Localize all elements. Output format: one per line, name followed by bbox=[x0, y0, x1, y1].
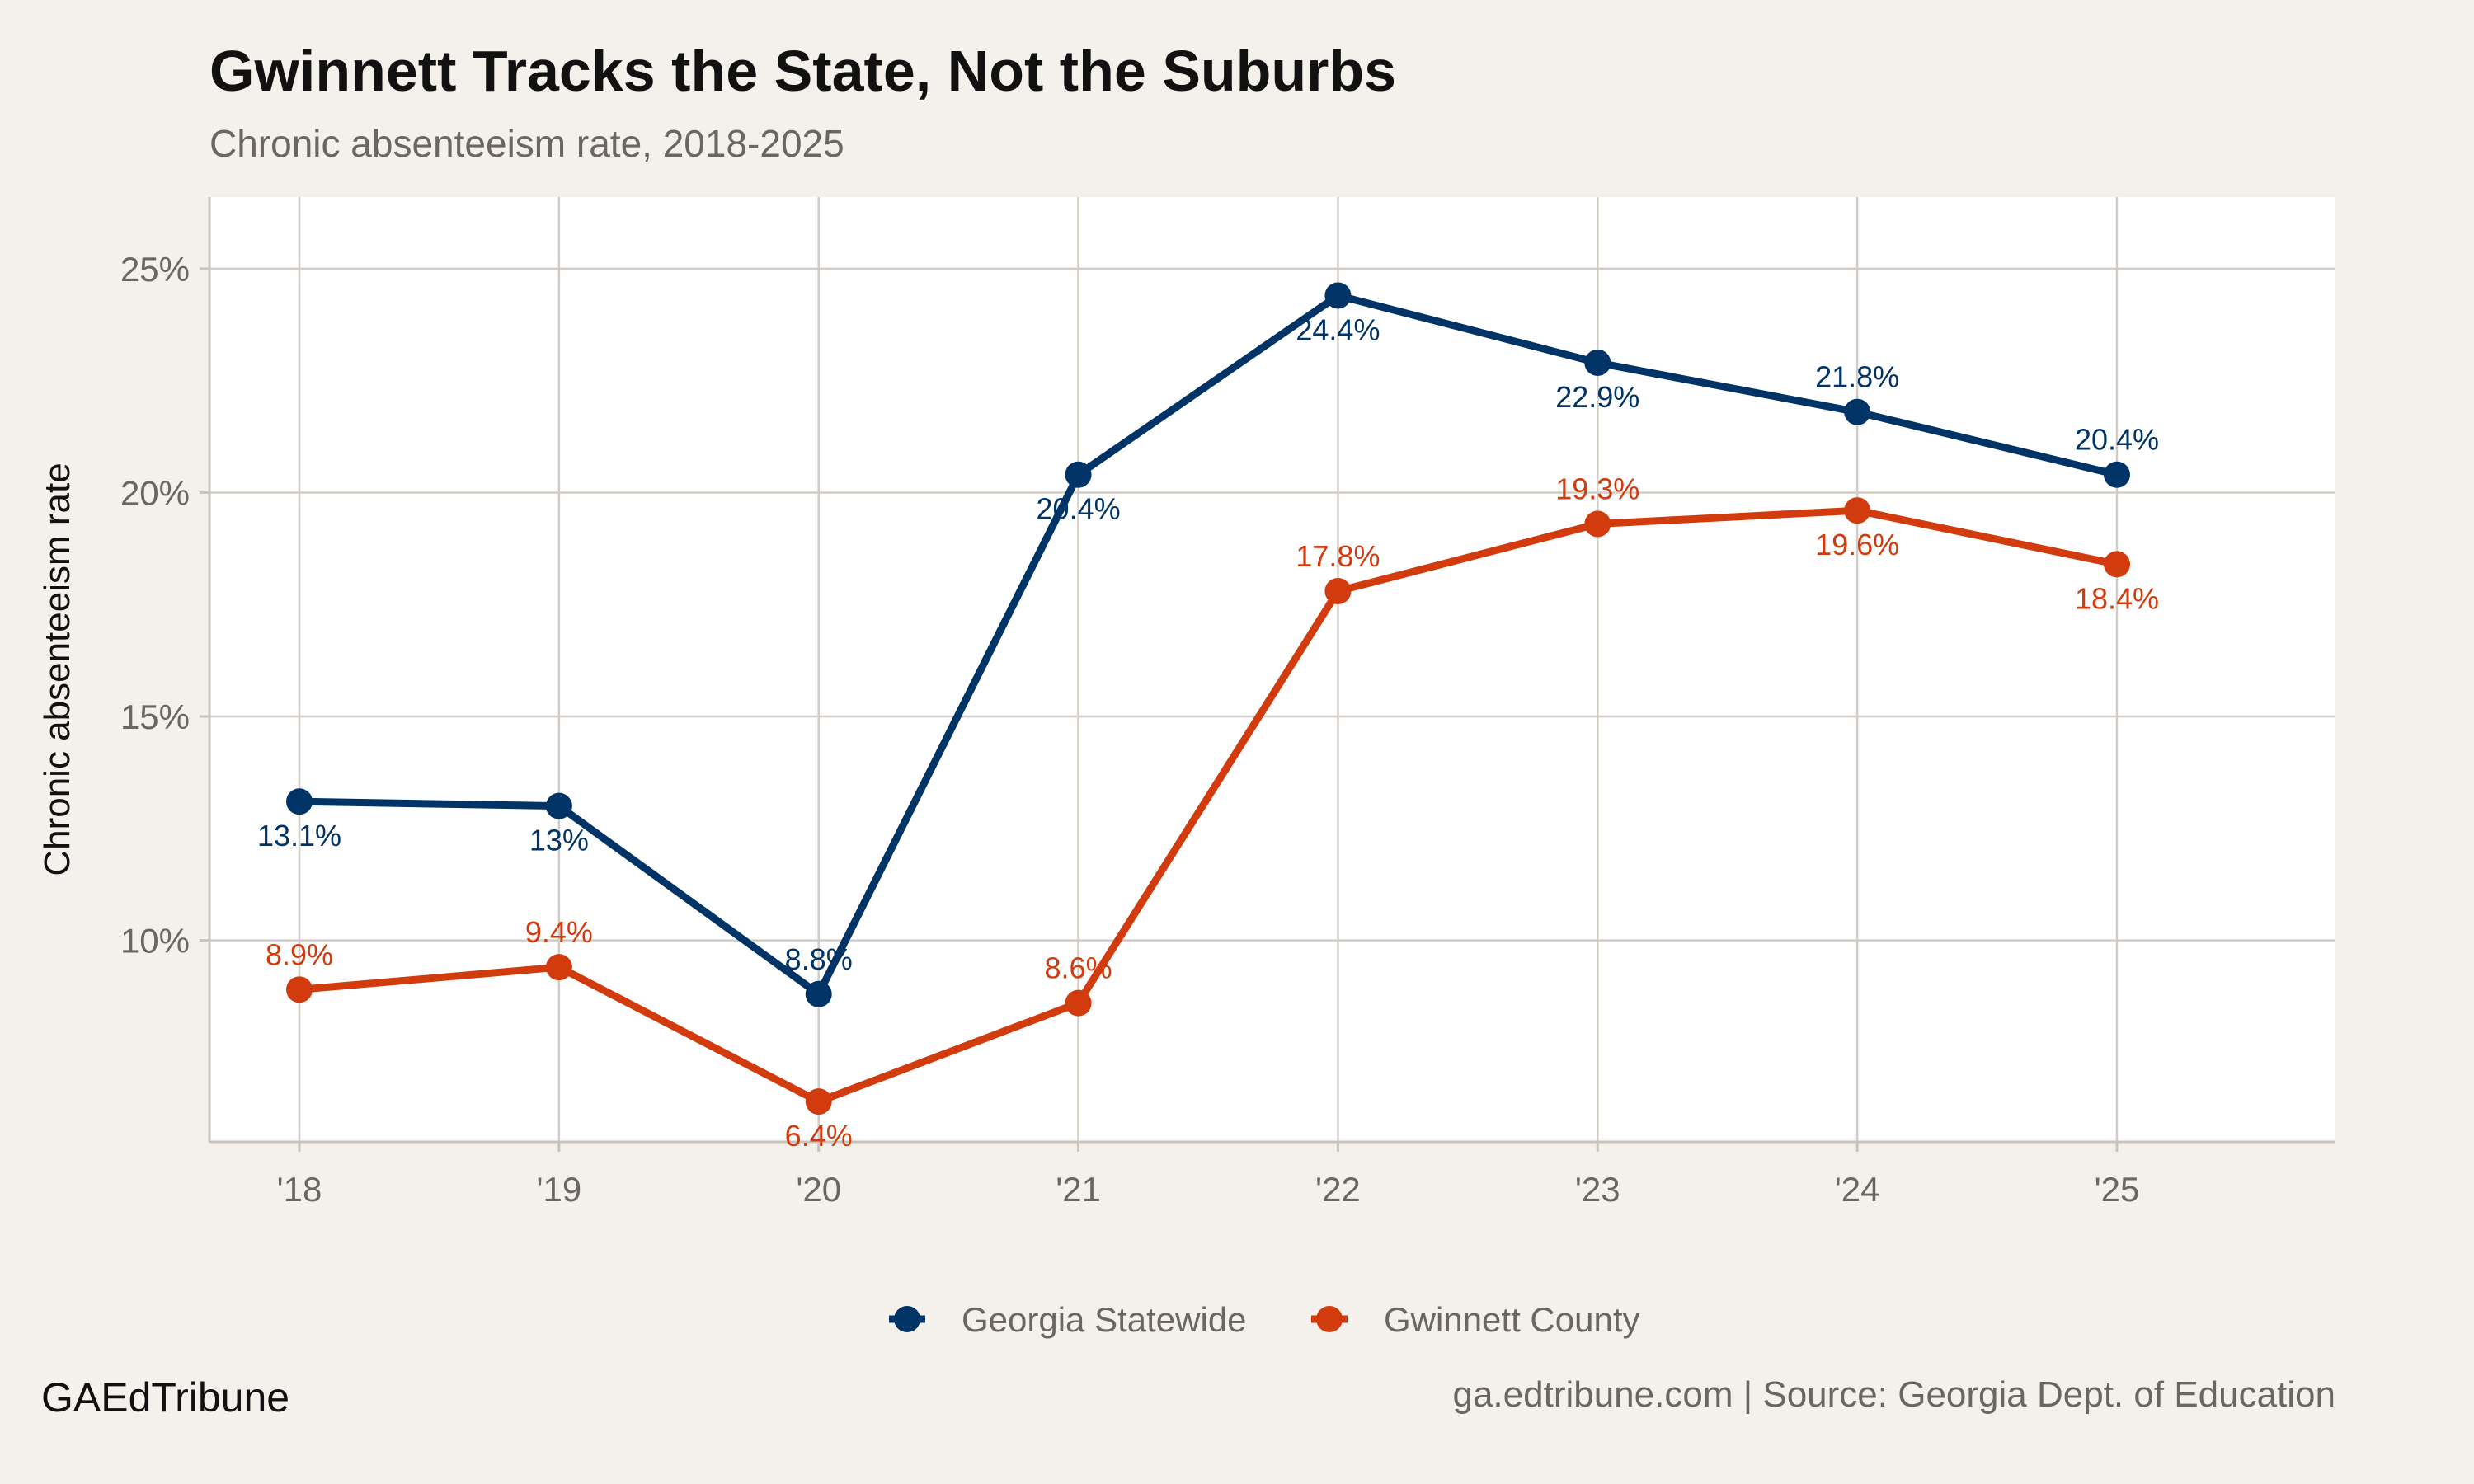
data-point bbox=[1844, 497, 1871, 524]
series-gwinnett-county: 8.9% 9.4% 6.4% 8.6% 17.8% 19.3% 19.6% 18.4% bbox=[266, 472, 2159, 1153]
legend: Georgia Statewide Gwinnett County bbox=[889, 1300, 1640, 1339]
x-tick-label: '24 bbox=[1835, 1170, 1880, 1209]
x-tick-label: '25 bbox=[2095, 1170, 2140, 1209]
data-point bbox=[545, 792, 572, 819]
y-axis-title: Chronic absenteeism rate bbox=[37, 463, 78, 876]
data-point bbox=[2104, 461, 2130, 488]
legend-point-swatch bbox=[1316, 1306, 1343, 1332]
data-label: 24.4% bbox=[1296, 312, 1380, 346]
data-label: 17.8% bbox=[1296, 539, 1380, 573]
footer-brand: GAEdTribune bbox=[41, 1374, 289, 1421]
data-point bbox=[1844, 398, 1871, 425]
y-tick-label: 10% bbox=[120, 922, 190, 960]
data-label: 13% bbox=[529, 824, 589, 857]
x-tick-label: '22 bbox=[1315, 1170, 1361, 1209]
data-point bbox=[2104, 551, 2130, 578]
data-point bbox=[1324, 577, 1352, 604]
footer-source: ga.edtribune.com | Source: Georgia Dept.… bbox=[1452, 1374, 2335, 1415]
y-tick-label: 25% bbox=[120, 250, 190, 289]
data-label: 13.1% bbox=[257, 819, 341, 852]
data-point bbox=[1065, 989, 1092, 1017]
data-label: 19.3% bbox=[1555, 472, 1639, 505]
x-tick-label: '20 bbox=[796, 1170, 841, 1209]
data-point bbox=[1324, 282, 1352, 309]
data-point bbox=[805, 980, 832, 1007]
data-label: 8.9% bbox=[266, 937, 333, 971]
data-label: 22.9% bbox=[1555, 380, 1639, 414]
data-label: 8.8% bbox=[785, 942, 853, 976]
data-point bbox=[286, 788, 313, 815]
series-line bbox=[299, 506, 2118, 1106]
legend-label: Gwinnett County bbox=[1384, 1300, 1640, 1339]
data-label: 18.4% bbox=[2075, 581, 2159, 615]
data-label: 20.4% bbox=[2075, 423, 2159, 457]
y-tick-label: 20% bbox=[120, 473, 190, 512]
legend-label: Georgia Statewide bbox=[962, 1300, 1247, 1339]
data-point bbox=[545, 954, 572, 981]
x-tick-label: '18 bbox=[277, 1170, 322, 1209]
data-label: 21.8% bbox=[1815, 360, 1899, 394]
data-point bbox=[1065, 461, 1092, 488]
data-point bbox=[1584, 349, 1611, 376]
x-tick-label: '19 bbox=[536, 1170, 581, 1209]
data-label: 6.4% bbox=[785, 1119, 853, 1153]
data-point bbox=[286, 976, 313, 1003]
data-label: 19.6% bbox=[1815, 528, 1899, 561]
x-tick-label: '21 bbox=[1056, 1170, 1101, 1209]
plot-panel bbox=[209, 197, 2335, 1142]
data-point bbox=[1584, 510, 1611, 538]
series-line bbox=[299, 291, 2119, 998]
chart-title: Gwinnett Tracks the State, Not the Subur… bbox=[209, 39, 1396, 103]
legend-point-swatch bbox=[894, 1306, 920, 1332]
series-georgia-statewide: 13.1% 13% 8.8% 20.4% 24.4% 22.9% 21.8% 20.4% bbox=[257, 282, 2159, 1007]
data-label: 9.4% bbox=[525, 915, 593, 949]
data-point bbox=[805, 1088, 832, 1115]
y-tick-label: 15% bbox=[120, 697, 190, 736]
data-label: 8.6% bbox=[1045, 951, 1112, 985]
chart-subtitle: Chronic absenteeism rate, 2018-2025 bbox=[209, 122, 844, 165]
x-tick-label: '23 bbox=[1575, 1170, 1620, 1209]
data-label: 20.4% bbox=[1037, 492, 1121, 526]
